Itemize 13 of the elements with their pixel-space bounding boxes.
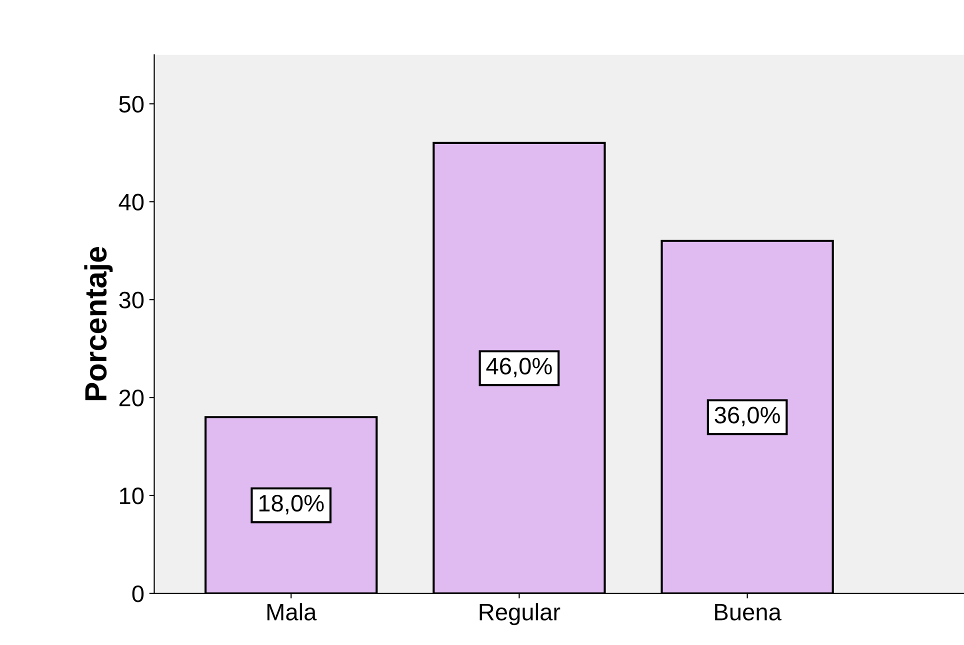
- x-tick-label: Mala: [267, 603, 317, 620]
- y-tick-label: 40: [118, 194, 144, 210]
- x-tick-label: Regular: [480, 603, 560, 626]
- y-tick-label: 50: [119, 96, 144, 113]
- y-tick-label: 20: [119, 390, 144, 406]
- data-label: 36,0%: [714, 406, 780, 426]
- data-label: 18,0%: [259, 494, 324, 514]
- y-tick-label: 0: [132, 585, 144, 602]
- y-axis-title: Porcentaje: [84, 247, 113, 400]
- x-tick-label: Buena: [715, 604, 782, 620]
- y-tick-label: 30: [119, 292, 144, 308]
- data-label: 46,0%: [486, 358, 552, 378]
- y-tick-label: 10: [120, 488, 144, 504]
